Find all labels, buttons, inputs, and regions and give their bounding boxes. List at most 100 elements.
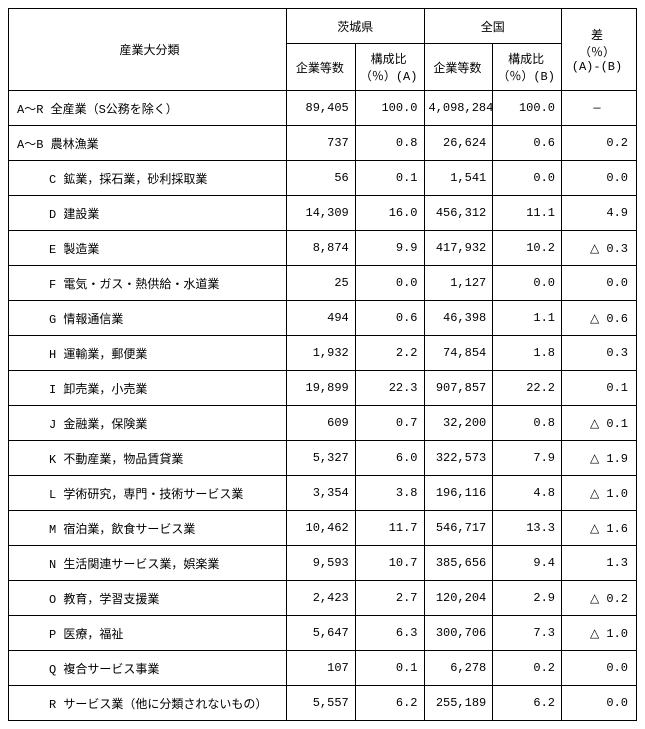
cell-diff: △ 1.0 [562, 476, 637, 511]
cell-national-count: 26,624 [424, 126, 493, 161]
row-label: A～B 農林漁業 [9, 126, 287, 161]
cell-ibaraki-count: 9,593 [287, 546, 356, 581]
cell-national-pct: 13.3 [493, 511, 562, 546]
industry-table: 産業大分類 茨城県 全国 差 （％） (A)-(B) 企業等数 構成比（％）(A… [8, 8, 637, 721]
cell-national-count: 907,857 [424, 371, 493, 406]
header-national-count: 企業等数 [424, 44, 493, 91]
cell-diff: △ 0.1 [562, 406, 637, 441]
row-label: Q 複合サービス事業 [9, 651, 287, 686]
cell-national-count: 385,656 [424, 546, 493, 581]
table-row: C 鉱業，採石業，砂利採取業560.11,5410.00.0 [9, 161, 637, 196]
cell-ibaraki-count: 10,462 [287, 511, 356, 546]
cell-national-count: 74,854 [424, 336, 493, 371]
header-diff: 差 （％） (A)-(B) [562, 9, 637, 91]
header-ibaraki-pct: 構成比（％）(A) [355, 44, 424, 91]
cell-national-pct: 22.2 [493, 371, 562, 406]
row-label: J 金融業，保険業 [9, 406, 287, 441]
cell-national-pct: 7.3 [493, 616, 562, 651]
cell-national-pct: 0.6 [493, 126, 562, 161]
cell-diff: △ 1.6 [562, 511, 637, 546]
table-row: F 電気・ガス・熱供給・水道業250.01,1270.00.0 [9, 266, 637, 301]
cell-ibaraki-count: 14,309 [287, 196, 356, 231]
cell-ibaraki-pct: 0.1 [355, 161, 424, 196]
cell-diff: 0.0 [562, 161, 637, 196]
cell-ibaraki-pct: 0.7 [355, 406, 424, 441]
cell-ibaraki-pct: 10.7 [355, 546, 424, 581]
cell-ibaraki-count: 609 [287, 406, 356, 441]
cell-diff: 0.0 [562, 266, 637, 301]
cell-national-count: 456,312 [424, 196, 493, 231]
table-row: J 金融業，保険業6090.732,2000.8△ 0.1 [9, 406, 637, 441]
row-label: R サービス業（他に分類されないもの） [9, 686, 287, 721]
cell-national-pct: 10.2 [493, 231, 562, 266]
cell-ibaraki-pct: 6.0 [355, 441, 424, 476]
cell-ibaraki-count: 56 [287, 161, 356, 196]
cell-diff: 0.2 [562, 126, 637, 161]
row-label: I 卸売業，小売業 [9, 371, 287, 406]
row-label: N 生活関連サービス業，娯楽業 [9, 546, 287, 581]
header-national-pct: 構成比（％）(B) [493, 44, 562, 91]
row-label: M 宿泊業，飲食サービス業 [9, 511, 287, 546]
header-row-1: 産業大分類 茨城県 全国 差 （％） (A)-(B) [9, 9, 637, 44]
row-label: O 教育，学習支援業 [9, 581, 287, 616]
cell-national-count: 417,932 [424, 231, 493, 266]
cell-national-count: 46,398 [424, 301, 493, 336]
cell-national-pct: 7.9 [493, 441, 562, 476]
cell-ibaraki-count: 25 [287, 266, 356, 301]
cell-diff: 0.3 [562, 336, 637, 371]
table-row: O 教育，学習支援業2,4232.7120,2042.9△ 0.2 [9, 581, 637, 616]
cell-national-count: 120,204 [424, 581, 493, 616]
cell-ibaraki-count: 5,327 [287, 441, 356, 476]
cell-national-pct: 1.1 [493, 301, 562, 336]
table-row: E 製造業8,8749.9417,93210.2△ 0.3 [9, 231, 637, 266]
cell-diff: 0.0 [562, 651, 637, 686]
cell-ibaraki-count: 19,899 [287, 371, 356, 406]
cell-national-pct: 9.4 [493, 546, 562, 581]
cell-ibaraki-pct: 0.1 [355, 651, 424, 686]
cell-ibaraki-pct: 100.0 [355, 91, 424, 126]
table-row: D 建設業14,30916.0456,31211.14.9 [9, 196, 637, 231]
cell-diff: 0.1 [562, 371, 637, 406]
cell-national-count: 322,573 [424, 441, 493, 476]
table-row: P 医療，福祉5,6476.3300,7067.3△ 1.0 [9, 616, 637, 651]
cell-national-pct: 2.9 [493, 581, 562, 616]
table-row: G 情報通信業4940.646,3981.1△ 0.6 [9, 301, 637, 336]
cell-ibaraki-pct: 0.8 [355, 126, 424, 161]
cell-ibaraki-pct: 9.9 [355, 231, 424, 266]
cell-diff: 4.9 [562, 196, 637, 231]
cell-national-count: 1,541 [424, 161, 493, 196]
cell-national-count: 6,278 [424, 651, 493, 686]
cell-ibaraki-pct: 11.7 [355, 511, 424, 546]
cell-ibaraki-count: 2,423 [287, 581, 356, 616]
cell-ibaraki-pct: 2.7 [355, 581, 424, 616]
cell-national-pct: 0.8 [493, 406, 562, 441]
table-row: H 運輸業，郵便業1,9322.274,8541.80.3 [9, 336, 637, 371]
row-label: D 建設業 [9, 196, 287, 231]
cell-ibaraki-count: 5,647 [287, 616, 356, 651]
cell-national-pct: 0.0 [493, 266, 562, 301]
cell-national-count: 546,717 [424, 511, 493, 546]
cell-national-count: 300,706 [424, 616, 493, 651]
cell-ibaraki-count: 494 [287, 301, 356, 336]
row-label: F 電気・ガス・熱供給・水道業 [9, 266, 287, 301]
cell-diff: △ 0.3 [562, 231, 637, 266]
cell-national-pct: 1.8 [493, 336, 562, 371]
cell-ibaraki-pct: 0.6 [355, 301, 424, 336]
cell-ibaraki-count: 737 [287, 126, 356, 161]
row-label: H 運輸業，郵便業 [9, 336, 287, 371]
total-row: A～R 全産業（S公務を除く）89,405100.04,098,284100.0… [9, 91, 637, 126]
cell-national-count: 32,200 [424, 406, 493, 441]
table-row: I 卸売業，小売業19,89922.3907,85722.20.1 [9, 371, 637, 406]
cell-national-count: 255,189 [424, 686, 493, 721]
table-row: Q 複合サービス事業1070.16,2780.20.0 [9, 651, 637, 686]
cell-national-pct: 0.0 [493, 161, 562, 196]
cell-ibaraki-pct: 3.8 [355, 476, 424, 511]
table-row: L 学術研究，専門・技術サービス業3,3543.8196,1164.8△ 1.0 [9, 476, 637, 511]
table-row: R サービス業（他に分類されないもの）5,5576.2255,1896.20.0 [9, 686, 637, 721]
cell-ibaraki-pct: 6.3 [355, 616, 424, 651]
cell-diff: △ 0.6 [562, 301, 637, 336]
cell-diff: △ 1.0 [562, 616, 637, 651]
row-label: K 不動産業，物品賃貸業 [9, 441, 287, 476]
cell-ibaraki-count: 5,557 [287, 686, 356, 721]
header-industry: 産業大分類 [9, 9, 287, 91]
